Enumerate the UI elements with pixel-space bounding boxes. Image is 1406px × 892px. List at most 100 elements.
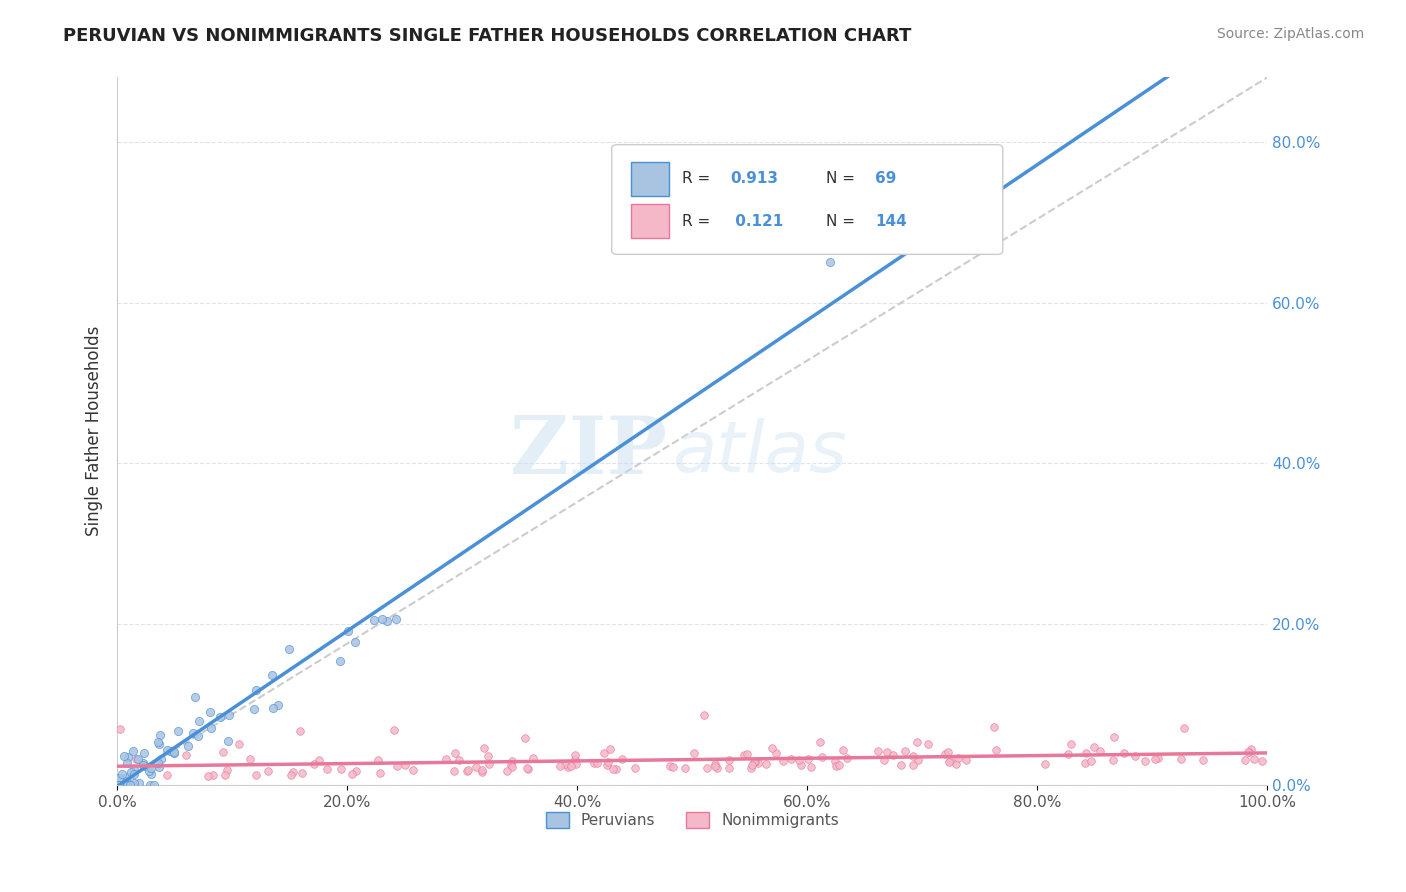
Point [820,255,842,269]
Point [564,752,586,766]
Point [122,762,145,776]
Point [825,759,848,773]
Point [457,763,479,777]
Point [744,755,766,769]
Point [1170,751,1192,765]
Point [741,758,763,772]
Point [368,765,391,780]
Point [149,728,172,742]
Point [624,762,647,776]
Point [107,778,129,792]
Point [308,753,330,767]
Point [181,726,204,740]
Point [382,723,405,738]
Text: R =: R = [682,171,716,186]
Point [605,762,627,776]
Point [114,778,136,792]
Point [174,747,197,762]
Point [808,735,831,749]
Point [187,729,209,743]
Point [742,756,765,770]
Text: Source: ZipAtlas.com: Source: ZipAtlas.com [1216,27,1364,41]
Point [755,756,778,771]
Point [1080,754,1102,768]
Point [1102,753,1125,767]
Y-axis label: Single Father Households: Single Father Households [86,326,103,536]
Point [138,764,160,778]
Point [267,698,290,713]
Point [394,757,416,772]
Point [159,744,181,758]
Point [342,766,364,780]
Point [447,753,470,767]
Point [735,747,758,761]
Point [344,764,367,779]
Point [515,761,537,775]
Point [228,737,250,751]
Point [280,767,302,781]
Point [554,757,576,772]
Point [243,702,266,716]
Point [811,749,834,764]
Text: PERUVIAN VS NONIMMIGRANTS SINGLE FATHER HOUSEHOLDS CORRELATION CHART: PERUVIAN VS NONIMMIGRANTS SINGLE FATHER … [63,27,911,45]
Point [188,714,211,729]
Point [901,758,924,772]
Point [501,754,523,768]
Point [131,758,153,772]
Point [478,756,501,771]
Point [592,746,614,760]
Text: 144: 144 [875,213,907,228]
Point [139,778,162,792]
Point [873,753,896,767]
Point [1237,745,1260,759]
Point [894,744,917,758]
Point [329,762,352,776]
Point [772,754,794,768]
Point [177,739,200,754]
Point [465,760,488,774]
Point [832,743,855,757]
Point [111,767,134,781]
Point [367,753,389,767]
Point [522,751,544,765]
Point [717,754,740,768]
Point [1056,747,1078,761]
Point [560,759,582,773]
Point [602,762,624,776]
Point [371,612,394,626]
Point [703,757,725,772]
Point [115,756,138,771]
Point [939,755,962,769]
Point [585,756,607,770]
Point [117,770,139,784]
Point [117,749,139,764]
Point [470,763,492,777]
Point [1240,742,1263,756]
Point [917,737,939,751]
Point [765,746,787,760]
Point [146,735,169,749]
Point [125,752,148,766]
Text: 0.121: 0.121 [730,213,783,228]
Point [141,767,163,781]
Point [761,741,783,756]
Point [513,731,536,746]
Point [114,778,136,792]
Point [110,778,132,792]
Point [162,745,184,759]
Point [1074,756,1097,770]
Point [955,753,977,767]
Point [444,747,467,761]
Point [797,751,820,765]
Point [789,753,811,767]
Point [983,720,1005,734]
Point [683,746,706,760]
Point [696,761,718,775]
Point [122,776,145,790]
Point [387,759,409,773]
Point [217,733,239,747]
Point [344,634,367,648]
Point [717,761,740,775]
Text: N =: N = [825,213,859,228]
Point [197,768,219,782]
